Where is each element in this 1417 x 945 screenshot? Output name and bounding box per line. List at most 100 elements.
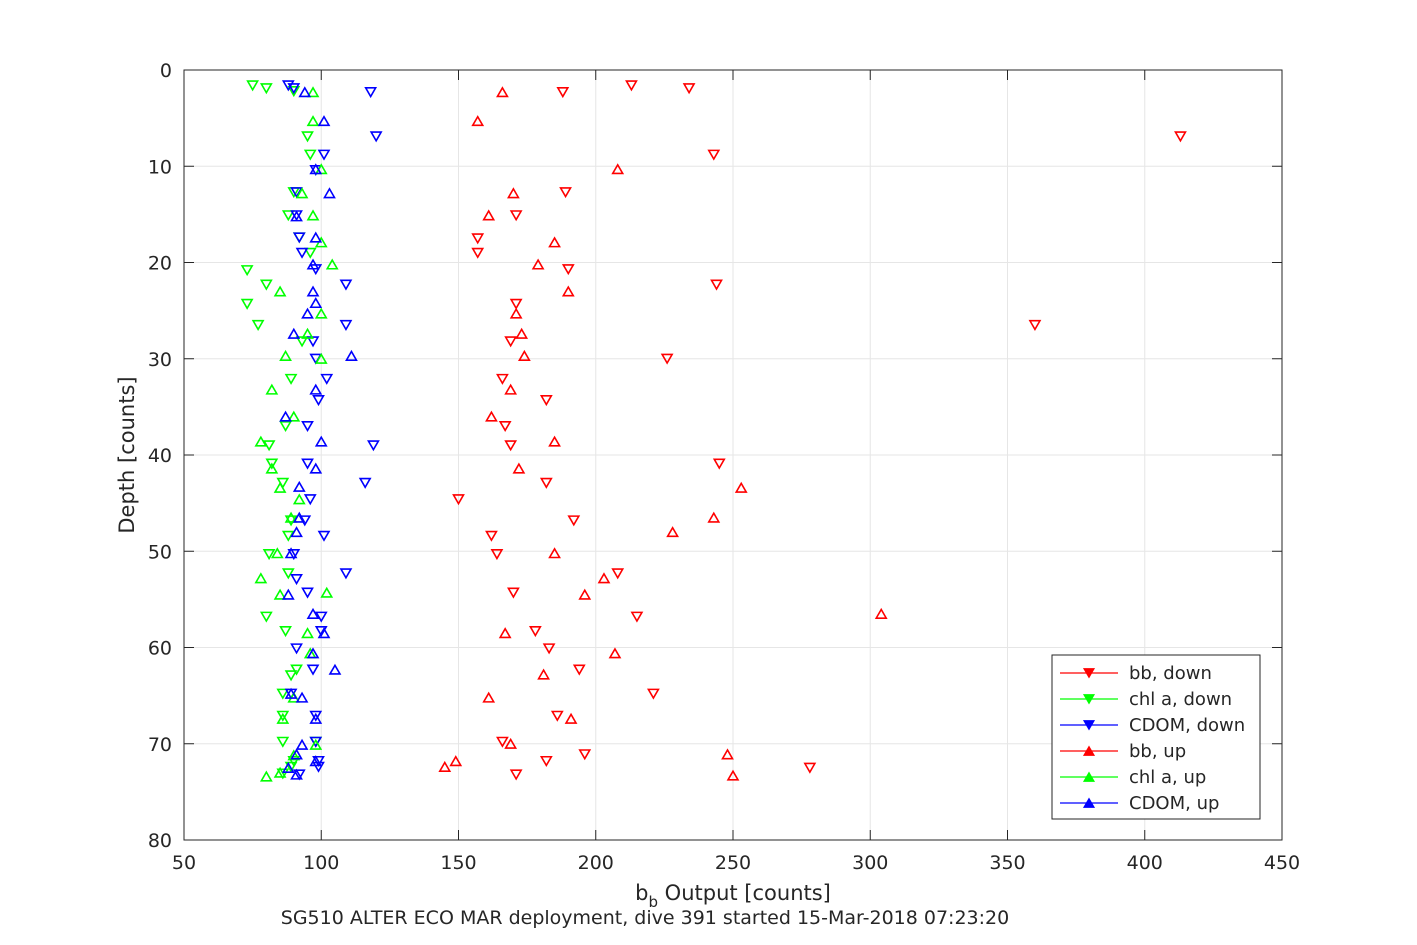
data-point [306, 209, 320, 221]
data-point [561, 285, 575, 297]
series-4 [254, 86, 339, 782]
data-point [259, 611, 273, 623]
data-point [611, 568, 625, 580]
legend-item: chl a, up [1060, 767, 1206, 788]
data-point [259, 83, 273, 95]
data-point [292, 232, 306, 244]
data-point [496, 736, 509, 748]
data-point [734, 481, 748, 493]
data-point [556, 87, 570, 99]
x-axis-label-main: b [635, 881, 648, 905]
data-point [290, 526, 303, 538]
data-point [339, 279, 353, 291]
legend-label: chl a, up [1129, 767, 1206, 788]
data-point [303, 149, 317, 161]
data-point [309, 231, 323, 243]
data-point [567, 515, 581, 527]
series-3 [438, 86, 888, 781]
data-point [323, 187, 336, 199]
legend-marker [1082, 797, 1096, 808]
legend-item: chl a, down [1060, 689, 1232, 710]
data-point [287, 549, 301, 561]
legend-box [1051, 654, 1261, 820]
data-point [287, 749, 301, 761]
series-0 [452, 80, 1187, 781]
data-point [874, 607, 888, 619]
data-marks [240, 80, 1187, 782]
data-point [306, 647, 320, 659]
data-point [309, 738, 323, 750]
legend-marker [1082, 668, 1096, 679]
data-point [611, 163, 625, 175]
data-point [284, 761, 298, 773]
legend-label: chl a, down [1129, 689, 1232, 710]
data-point [281, 210, 295, 222]
legend-item: bb, down [1060, 663, 1212, 684]
data-point [295, 247, 309, 259]
data-point [509, 307, 523, 319]
data-point [721, 748, 734, 760]
data-point [471, 233, 485, 245]
data-point [273, 481, 287, 493]
data-point [309, 710, 323, 722]
data-point [314, 626, 328, 638]
y-tick-label: 10 [148, 156, 172, 178]
data-point [339, 319, 353, 331]
x-tick-label: 150 [440, 852, 476, 874]
legend-marker [1082, 771, 1096, 782]
data-point [317, 627, 331, 639]
data-point [597, 572, 611, 584]
data-point [295, 738, 309, 750]
data-point [325, 258, 339, 270]
data-point [259, 279, 273, 291]
data-point [647, 688, 660, 700]
data-point [339, 568, 353, 580]
data-point [292, 769, 306, 781]
data-point [284, 547, 298, 559]
data-point [482, 209, 496, 221]
data-point [301, 458, 314, 470]
data-point [251, 319, 265, 331]
data-point [660, 353, 674, 365]
data-point [630, 611, 644, 623]
data-point [449, 755, 463, 767]
data-point [284, 670, 298, 682]
data-point [284, 687, 298, 699]
x-tick-label: 100 [303, 852, 339, 874]
data-point [303, 494, 317, 506]
data-point [369, 131, 383, 143]
data-point [314, 352, 328, 364]
data-point [276, 710, 290, 722]
x-tick-label: 450 [1264, 852, 1300, 874]
data-point [290, 574, 303, 586]
data-point [496, 86, 509, 98]
data-point [504, 737, 518, 749]
data-point [509, 298, 523, 310]
data-point [273, 285, 287, 297]
data-point [504, 383, 518, 395]
data-point [284, 373, 298, 385]
data-point [507, 187, 520, 199]
data-point [287, 755, 301, 768]
data-point [707, 511, 721, 523]
data-point [559, 187, 572, 199]
y-tick-label: 50 [148, 541, 172, 563]
figure-caption: SG510 ALTER ECO MAR deployment, dive 391… [281, 907, 1009, 929]
data-point [292, 511, 306, 523]
data-point [306, 336, 320, 348]
data-point [309, 712, 323, 724]
data-point [287, 86, 301, 98]
data-point [528, 626, 542, 638]
data-point [507, 587, 520, 599]
data-point [298, 86, 312, 98]
data-point [512, 462, 526, 474]
data-point [287, 83, 301, 95]
data-point [298, 515, 312, 527]
data-point [498, 420, 512, 433]
data-point [295, 336, 309, 348]
data-point [262, 549, 276, 561]
x-tick-label: 250 [715, 852, 751, 874]
data-point [317, 115, 331, 127]
data-point [287, 327, 301, 339]
